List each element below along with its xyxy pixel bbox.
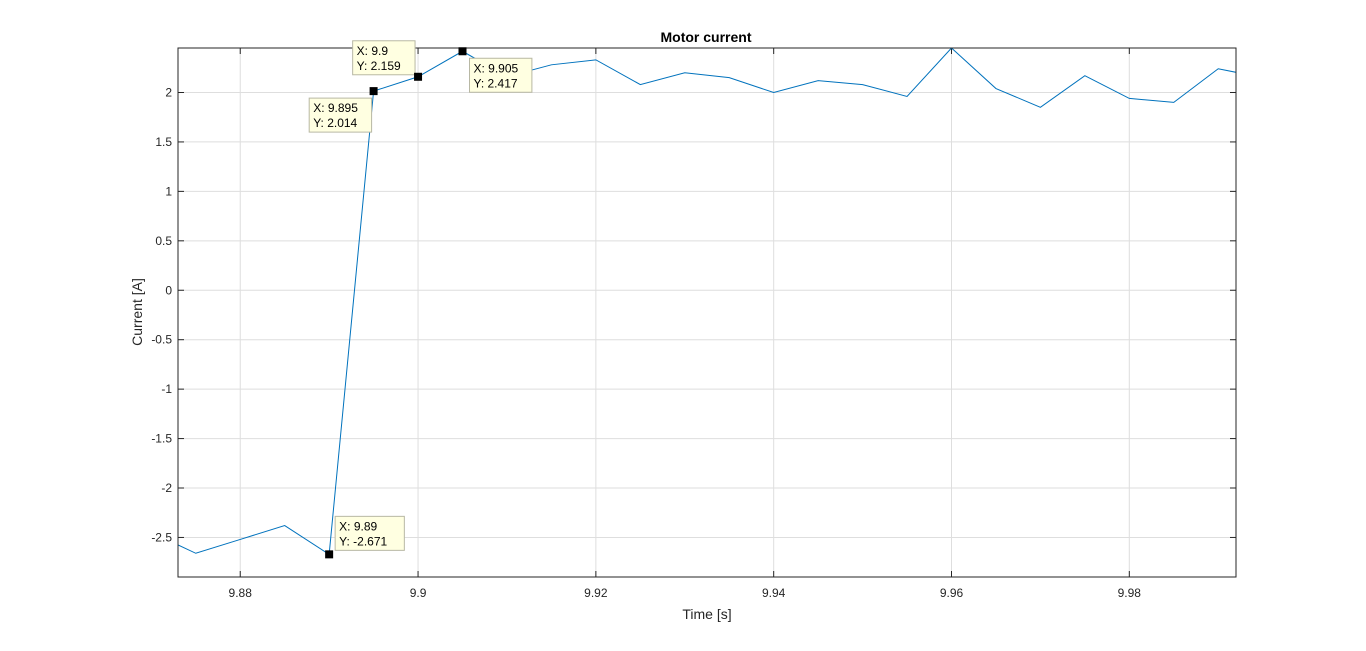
datatip-box	[469, 57, 533, 93]
datatip-marker[interactable]	[325, 550, 334, 559]
y-tick-label: 1.5	[155, 135, 172, 149]
datatip-x-text: X: 9.895	[313, 101, 358, 115]
datatip-marker[interactable]	[369, 87, 378, 96]
x-tick-label: 9.92	[584, 586, 608, 600]
y-tick-label: -2	[161, 481, 172, 495]
x-tick-label: 9.96	[940, 586, 964, 600]
x-tick-label: 9.9	[410, 586, 427, 600]
datatip-x-text: X: 9.905	[474, 61, 519, 75]
x-tick-label: 9.98	[1118, 586, 1142, 600]
series-line	[178, 48, 1236, 556]
y-tick-label: -1	[161, 382, 172, 396]
datatip-x-text: X: 9.89	[339, 519, 377, 533]
plot-frame	[177, 47, 1237, 578]
plot-area	[178, 48, 1236, 577]
datatip-y-text: Y: 2.417	[474, 76, 518, 90]
y-axis-title: Current [A]	[129, 278, 145, 346]
y-tick-label: 2	[165, 85, 172, 99]
datatip[interactable]: X: 9.89Y: -2.671	[325, 515, 405, 559]
datatip-marker[interactable]	[458, 47, 467, 56]
x-tick-label: 9.88	[229, 586, 253, 600]
chart-title: Motor current	[661, 29, 752, 45]
axis-ticks	[178, 48, 1236, 577]
y-tick-label: -1.5	[151, 432, 172, 446]
y-tick-label: -0.5	[151, 333, 172, 347]
x-tick-labels: 9.88 9.9 9.92 9.94 9.96 9.98	[229, 586, 1142, 600]
datatip-box	[352, 40, 416, 76]
y-tick-label: 1	[165, 184, 172, 198]
datatip-y-text: Y: 2.159	[357, 59, 401, 73]
datatip[interactable]: X: 9.9Y: 2.159	[352, 40, 423, 81]
y-tick-label: 0	[165, 283, 172, 297]
x-axis-title: Time [s]	[682, 606, 731, 622]
x-tick-label: 9.94	[762, 586, 786, 600]
datatip-y-text: Y: 2.014	[313, 116, 357, 130]
datatip-marker[interactable]	[414, 72, 423, 81]
datatip-x-text: X: 9.9	[357, 44, 389, 58]
datatip-y-text: Y: -2.671	[339, 534, 387, 548]
datatip-box	[334, 515, 405, 551]
series-layer	[178, 48, 1236, 556]
datatip-box	[308, 97, 373, 133]
grid-lines	[178, 48, 1236, 577]
y-tick-labels: -2.5 -2 -1.5 -1 -0.5 0 0.5 1 1.5 2	[151, 85, 172, 544]
y-tick-label: 0.5	[155, 234, 172, 248]
y-tick-label: -2.5	[151, 530, 172, 544]
